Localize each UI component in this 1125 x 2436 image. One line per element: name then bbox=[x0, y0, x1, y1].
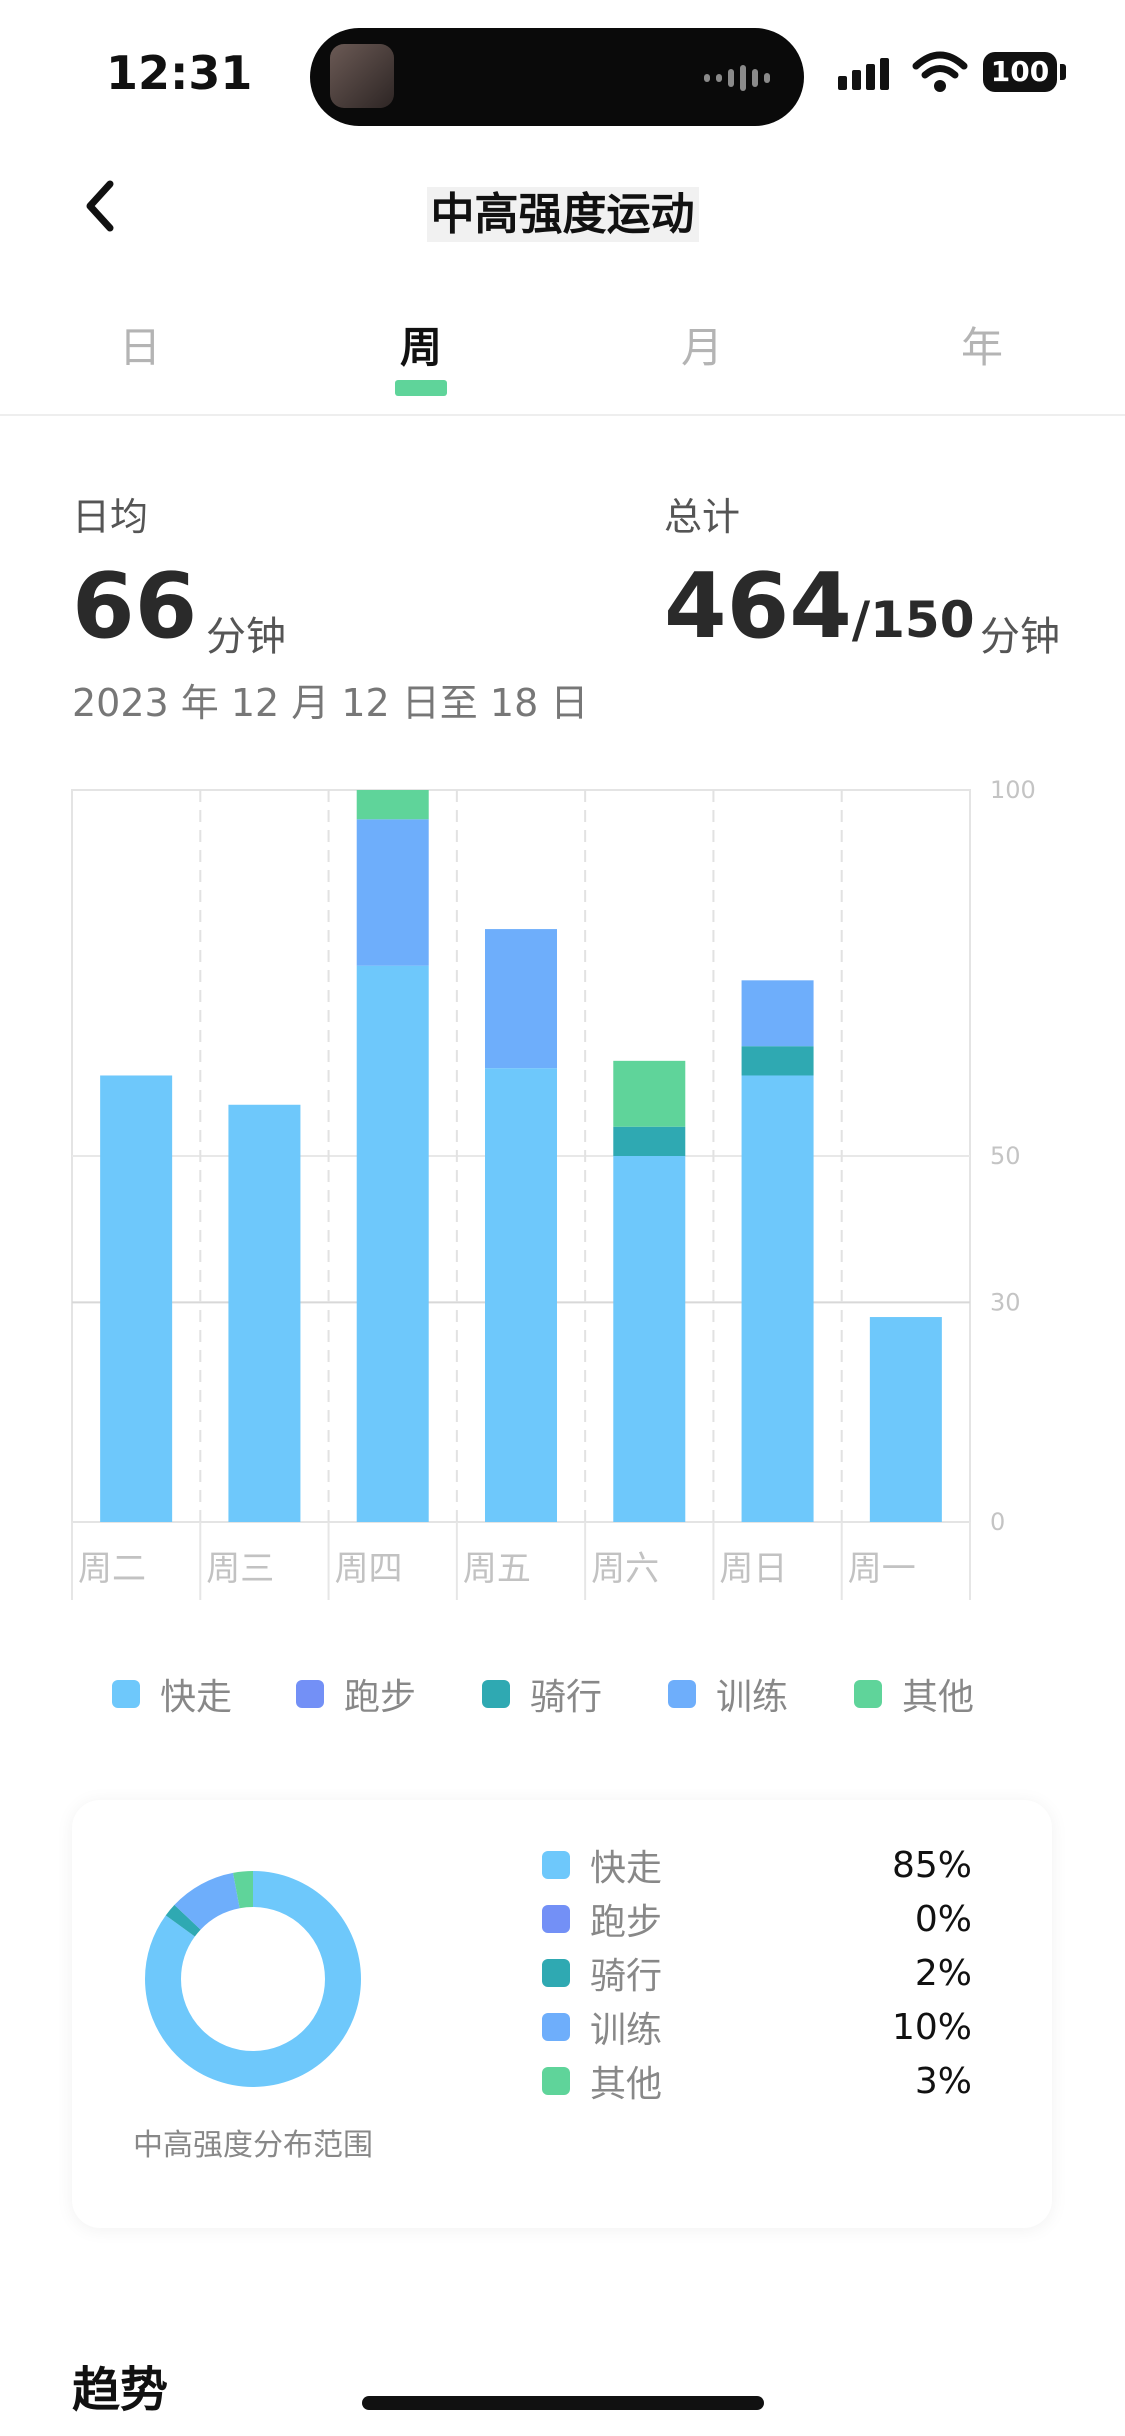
x-tick-label: 周五 bbox=[463, 1549, 531, 1589]
legend-swatch bbox=[668, 1680, 696, 1708]
trend-section-title: 趋势 bbox=[72, 2362, 169, 2418]
bar-segment bbox=[356, 790, 429, 820]
distribution-label: 其他 bbox=[590, 2064, 663, 2105]
date-range: 2023 年 12 月 12 日至 18 日 bbox=[72, 681, 589, 725]
distribution-percent: 2% bbox=[914, 1952, 972, 1994]
cellular-signal-icon bbox=[838, 58, 889, 90]
now-playing-thumbnail bbox=[330, 44, 394, 108]
audio-wave-icon bbox=[704, 64, 770, 92]
total-unit: 分钟 bbox=[980, 614, 1060, 660]
distribution-swatch bbox=[542, 1851, 570, 1879]
distribution-label: 骑行 bbox=[590, 1956, 663, 1997]
bar-segment bbox=[741, 980, 814, 1047]
total-label: 总计 bbox=[664, 495, 741, 539]
legend-label: 快走 bbox=[160, 1677, 233, 1718]
daily-average-value: 66 bbox=[72, 554, 198, 659]
legend-item: 快走 bbox=[112, 1668, 232, 1720]
battery-indicator: 100 bbox=[983, 52, 1057, 92]
x-tick-label: 周一 bbox=[848, 1549, 916, 1589]
y-tick-label: 50 bbox=[990, 1142, 1021, 1170]
distribution-percent: 0% bbox=[914, 1898, 972, 1940]
legend-swatch bbox=[482, 1680, 510, 1708]
total-value: 464 bbox=[664, 554, 852, 659]
bar-segment bbox=[485, 1068, 557, 1522]
distribution-card: 中高强度分布范围 快走 85% 跑步 0% 骑行 2% 训练 10% 其他 3% bbox=[72, 1800, 1052, 2228]
x-tick-label: 周二 bbox=[78, 1549, 146, 1589]
tab-month[interactable]: 月 bbox=[680, 323, 723, 372]
bar-segment bbox=[613, 1060, 686, 1127]
legend-label: 跑步 bbox=[344, 1677, 417, 1718]
legend-label: 骑行 bbox=[530, 1677, 603, 1718]
distribution-row: 快走 85% bbox=[542, 1840, 972, 1890]
wifi-icon bbox=[912, 51, 968, 92]
bar-segment bbox=[741, 1075, 814, 1522]
total-goal: /150 bbox=[851, 591, 975, 649]
distribution-swatch bbox=[542, 1959, 570, 1987]
distribution-percent: 3% bbox=[914, 2060, 972, 2102]
bar-segment bbox=[356, 965, 429, 1522]
legend-swatch bbox=[296, 1680, 324, 1708]
bar-segment bbox=[869, 1317, 942, 1522]
legend-swatch bbox=[112, 1680, 140, 1708]
bar-segment bbox=[613, 1126, 686, 1156]
distribution-label: 跑步 bbox=[590, 1902, 663, 1943]
distribution-swatch bbox=[542, 1905, 570, 1933]
donut-slice bbox=[145, 1871, 361, 2087]
distribution-percent: 10% bbox=[891, 2006, 972, 2048]
status-time: 12:31 bbox=[106, 46, 253, 100]
period-tabs: 日 周 月 年 bbox=[0, 314, 1125, 404]
legend-item: 其他 bbox=[854, 1668, 974, 1720]
legend-label: 其他 bbox=[902, 1677, 975, 1718]
bar-segment bbox=[356, 819, 429, 966]
distribution-label: 训练 bbox=[590, 2010, 663, 2051]
bar-segment bbox=[485, 929, 557, 1069]
y-tick-label: 100 bbox=[990, 776, 1036, 804]
legend-item: 骑行 bbox=[482, 1668, 602, 1720]
tab-week[interactable]: 周 bbox=[399, 323, 442, 372]
tab-year[interactable]: 年 bbox=[960, 323, 1003, 372]
total-value-block: 464/150 bbox=[664, 562, 975, 665]
donut-caption: 中高强度分布范围 bbox=[133, 2128, 373, 2163]
distribution-row: 其他 3% bbox=[542, 2056, 972, 2106]
x-tick-label: 周四 bbox=[335, 1549, 403, 1589]
distribution-row: 训练 10% bbox=[542, 2002, 972, 2052]
tab-day[interactable]: 日 bbox=[118, 323, 161, 372]
daily-average-label: 日均 bbox=[72, 495, 149, 539]
x-tick-label: 周六 bbox=[591, 1549, 659, 1589]
distribution-donut-chart bbox=[145, 1871, 361, 2087]
page-title: 中高强度运动 bbox=[0, 178, 1125, 242]
tabs-divider bbox=[0, 414, 1125, 416]
chart-legend: 快走 跑步 骑行 训练 其他 bbox=[0, 1668, 1125, 1728]
x-tick-label: 周三 bbox=[206, 1549, 274, 1589]
bar-segment bbox=[741, 1046, 814, 1076]
bar-segment bbox=[228, 1104, 301, 1522]
legend-item: 训练 bbox=[668, 1668, 788, 1720]
distribution-swatch bbox=[542, 2067, 570, 2095]
weekly-activity-chart: 0 30 50 100 周二 周三 周四 周五 周六 周日 周一 bbox=[71, 776, 1036, 1600]
battery-tip bbox=[1060, 64, 1066, 80]
home-indicator bbox=[362, 2396, 764, 2410]
y-tick-label: 30 bbox=[990, 1288, 1021, 1316]
daily-average-unit: 分钟 bbox=[206, 614, 286, 660]
active-tab-indicator bbox=[395, 380, 447, 396]
bar-segment bbox=[100, 1075, 173, 1522]
distribution-row: 跑步 0% bbox=[542, 1894, 972, 1944]
x-tick-label: 周日 bbox=[719, 1549, 787, 1589]
distribution-swatch bbox=[542, 2013, 570, 2041]
legend-swatch bbox=[854, 1680, 882, 1708]
distribution-percent: 85% bbox=[891, 1844, 972, 1886]
distribution-row: 骑行 2% bbox=[542, 1948, 972, 1998]
distribution-label: 快走 bbox=[590, 1848, 663, 1889]
legend-label: 训练 bbox=[716, 1677, 789, 1718]
legend-item: 跑步 bbox=[296, 1668, 416, 1720]
bar-segment bbox=[613, 1156, 686, 1522]
back-arrow-icon[interactable] bbox=[78, 176, 128, 236]
dynamic-island[interactable] bbox=[310, 28, 804, 126]
y-tick-label: 0 bbox=[990, 1508, 1005, 1536]
